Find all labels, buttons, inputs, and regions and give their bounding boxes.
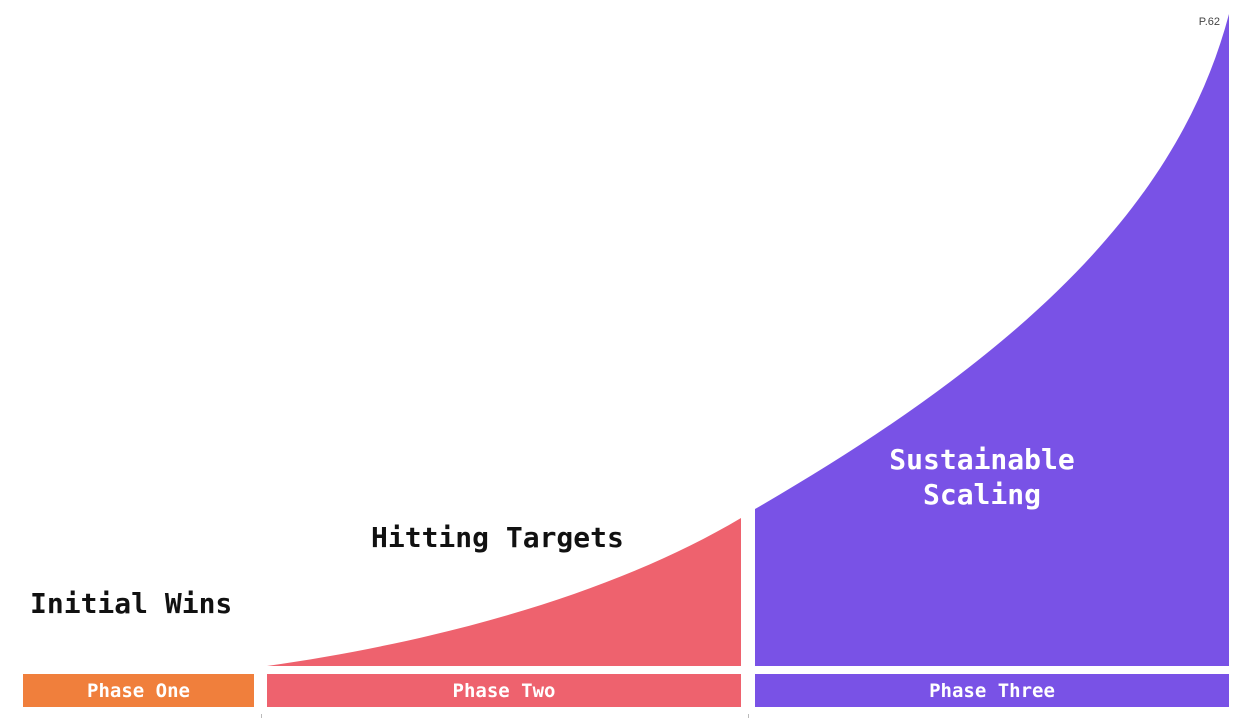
phase-two-label: Phase Two [452,679,556,702]
stage-title-hitting-targets: Hitting Targets [371,521,624,554]
phase-divider-tick [261,714,262,718]
phase-one-bar: Phase One [23,674,254,707]
phase-divider-tick [748,714,749,718]
phase-three-growth-area [755,14,1229,666]
page-number: P.62 [1198,16,1220,28]
phase-three-label: Phase Three [929,679,1055,702]
stage-title-initial-wins: Initial Wins [30,587,233,620]
stage-title-line: Scaling [922,478,1041,511]
phase-three-bar: Phase Three [755,674,1229,707]
stage-title-line: Sustainable [889,443,1075,476]
phase-two-bar: Phase Two [267,674,741,707]
phase-one-label: Phase One [87,679,190,702]
stage-title-sustainable-scaling: Sustainable Scaling [862,442,1102,512]
phase-two-growth-area [267,518,741,666]
